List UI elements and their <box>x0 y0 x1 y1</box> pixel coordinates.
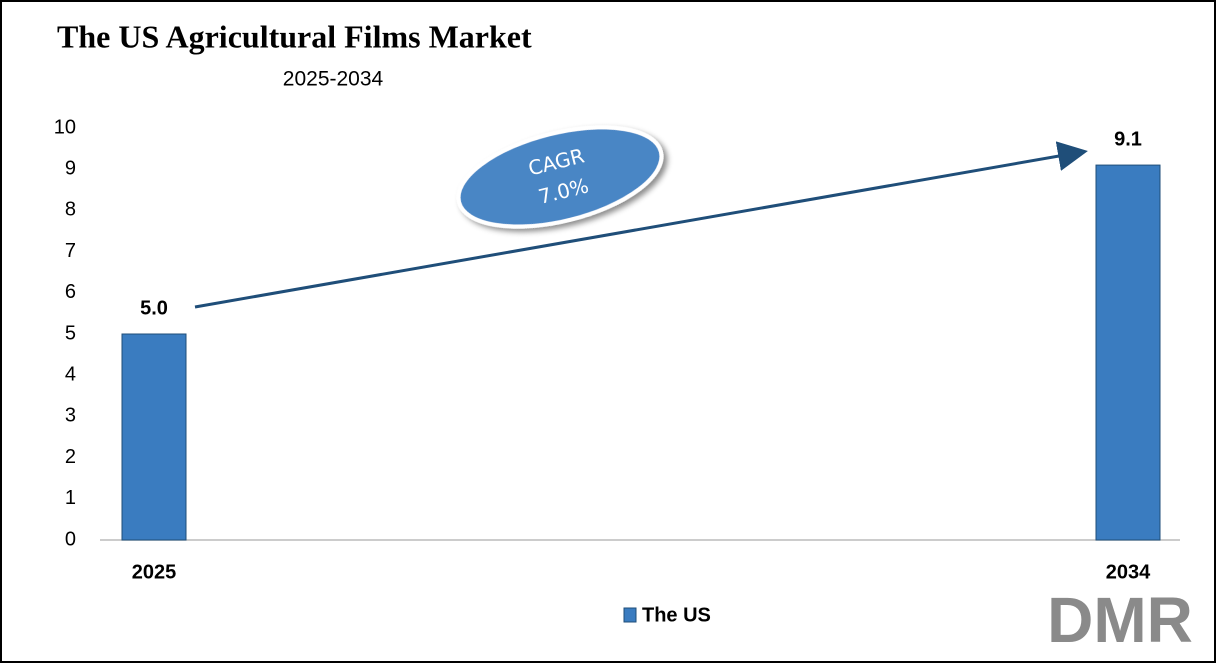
x-tick-label: 2025 <box>132 561 177 583</box>
cagr-arrow <box>194 141 1088 309</box>
bar <box>121 333 187 541</box>
y-tick-label: 5 <box>65 322 76 344</box>
y-tick-label: 6 <box>65 281 76 303</box>
y-tick-label: 4 <box>65 363 76 385</box>
y-tick-label: 2 <box>65 446 76 468</box>
cagr-badge: CAGR 7.0% <box>456 125 664 229</box>
y-tick-label: 8 <box>65 199 76 221</box>
y-tick-label: 10 <box>54 116 76 138</box>
legend-label: The US <box>642 604 711 626</box>
data-label: 5.0 <box>140 297 168 319</box>
data-label: 9.1 <box>1114 128 1142 150</box>
chart-title: The US Agricultural Films Market <box>57 18 532 54</box>
y-tick-label: 1 <box>65 487 76 509</box>
y-tick-label: 0 <box>65 528 76 550</box>
bar <box>1095 164 1161 541</box>
y-tick-label: 7 <box>65 240 76 262</box>
chart-subtitle: 2025-2034 <box>283 68 384 91</box>
cagr-ellipse <box>456 125 664 229</box>
y-tick-label: 9 <box>65 157 76 179</box>
logo: DMR <box>1047 584 1193 656</box>
x-tick-label: 2034 <box>1106 561 1151 583</box>
legend-swatch <box>623 607 637 623</box>
y-tick-label: 3 <box>65 405 76 427</box>
